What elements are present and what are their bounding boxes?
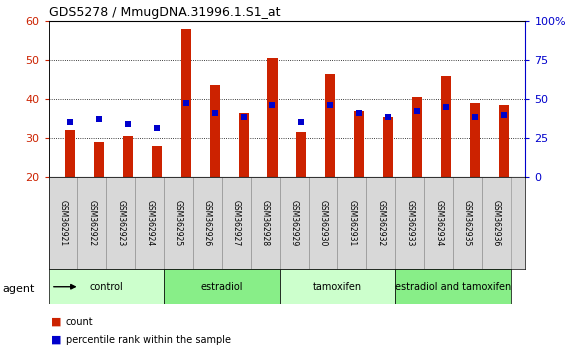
Bar	[441, 76, 451, 177]
Text: tamoxifen: tamoxifen	[313, 282, 362, 292]
FancyBboxPatch shape	[222, 177, 251, 269]
Text: ■: ■	[51, 317, 62, 327]
Text: ■: ■	[51, 335, 62, 345]
Text: GSM362926: GSM362926	[203, 200, 212, 246]
Bar	[239, 113, 248, 177]
Bar	[94, 142, 104, 177]
Bar	[210, 85, 220, 177]
FancyBboxPatch shape	[251, 177, 280, 269]
Text: GSM362922: GSM362922	[87, 200, 96, 246]
Bar	[325, 74, 335, 177]
Bar	[498, 105, 509, 177]
FancyBboxPatch shape	[337, 177, 367, 269]
FancyBboxPatch shape	[135, 177, 164, 269]
Bar	[123, 136, 133, 177]
FancyBboxPatch shape	[395, 177, 424, 269]
FancyBboxPatch shape	[106, 177, 135, 269]
Text: estradiol: estradiol	[200, 282, 243, 292]
Text: GSM362923: GSM362923	[116, 200, 125, 246]
Bar	[152, 146, 162, 177]
FancyBboxPatch shape	[424, 177, 453, 269]
FancyBboxPatch shape	[164, 269, 280, 304]
FancyBboxPatch shape	[453, 177, 482, 269]
FancyBboxPatch shape	[164, 177, 193, 269]
Bar	[65, 130, 75, 177]
FancyBboxPatch shape	[482, 177, 511, 269]
FancyBboxPatch shape	[193, 177, 222, 269]
FancyBboxPatch shape	[395, 269, 511, 304]
Text: GSM362931: GSM362931	[347, 200, 356, 246]
FancyBboxPatch shape	[308, 177, 337, 269]
Bar	[267, 58, 278, 177]
FancyBboxPatch shape	[367, 177, 395, 269]
Text: GSM362932: GSM362932	[376, 200, 385, 246]
Text: control: control	[90, 282, 123, 292]
Text: count: count	[66, 317, 93, 327]
Text: GSM362930: GSM362930	[319, 200, 328, 246]
Text: GSM362934: GSM362934	[434, 200, 443, 246]
Text: GSM362933: GSM362933	[405, 200, 414, 246]
Text: estradiol and tamoxifen: estradiol and tamoxifen	[395, 282, 511, 292]
FancyBboxPatch shape	[280, 269, 395, 304]
Bar	[181, 29, 191, 177]
Text: percentile rank within the sample: percentile rank within the sample	[66, 335, 231, 345]
Bar	[383, 117, 393, 177]
Text: GSM362925: GSM362925	[174, 200, 183, 246]
Text: GSM362921: GSM362921	[58, 200, 67, 246]
FancyBboxPatch shape	[280, 177, 308, 269]
Text: GSM362929: GSM362929	[289, 200, 299, 246]
Bar	[470, 103, 480, 177]
Bar	[354, 111, 364, 177]
Text: GDS5278 / MmugDNA.31996.1.S1_at: GDS5278 / MmugDNA.31996.1.S1_at	[49, 6, 280, 19]
Bar	[412, 97, 422, 177]
FancyBboxPatch shape	[49, 269, 164, 304]
Text: GSM362936: GSM362936	[492, 200, 501, 246]
Bar	[296, 132, 307, 177]
Text: GSM362927: GSM362927	[232, 200, 241, 246]
Text: GSM362924: GSM362924	[145, 200, 154, 246]
FancyBboxPatch shape	[49, 177, 78, 269]
FancyBboxPatch shape	[78, 177, 106, 269]
Text: GSM362935: GSM362935	[463, 200, 472, 246]
Text: GSM362928: GSM362928	[261, 200, 270, 246]
Text: agent: agent	[3, 284, 35, 293]
